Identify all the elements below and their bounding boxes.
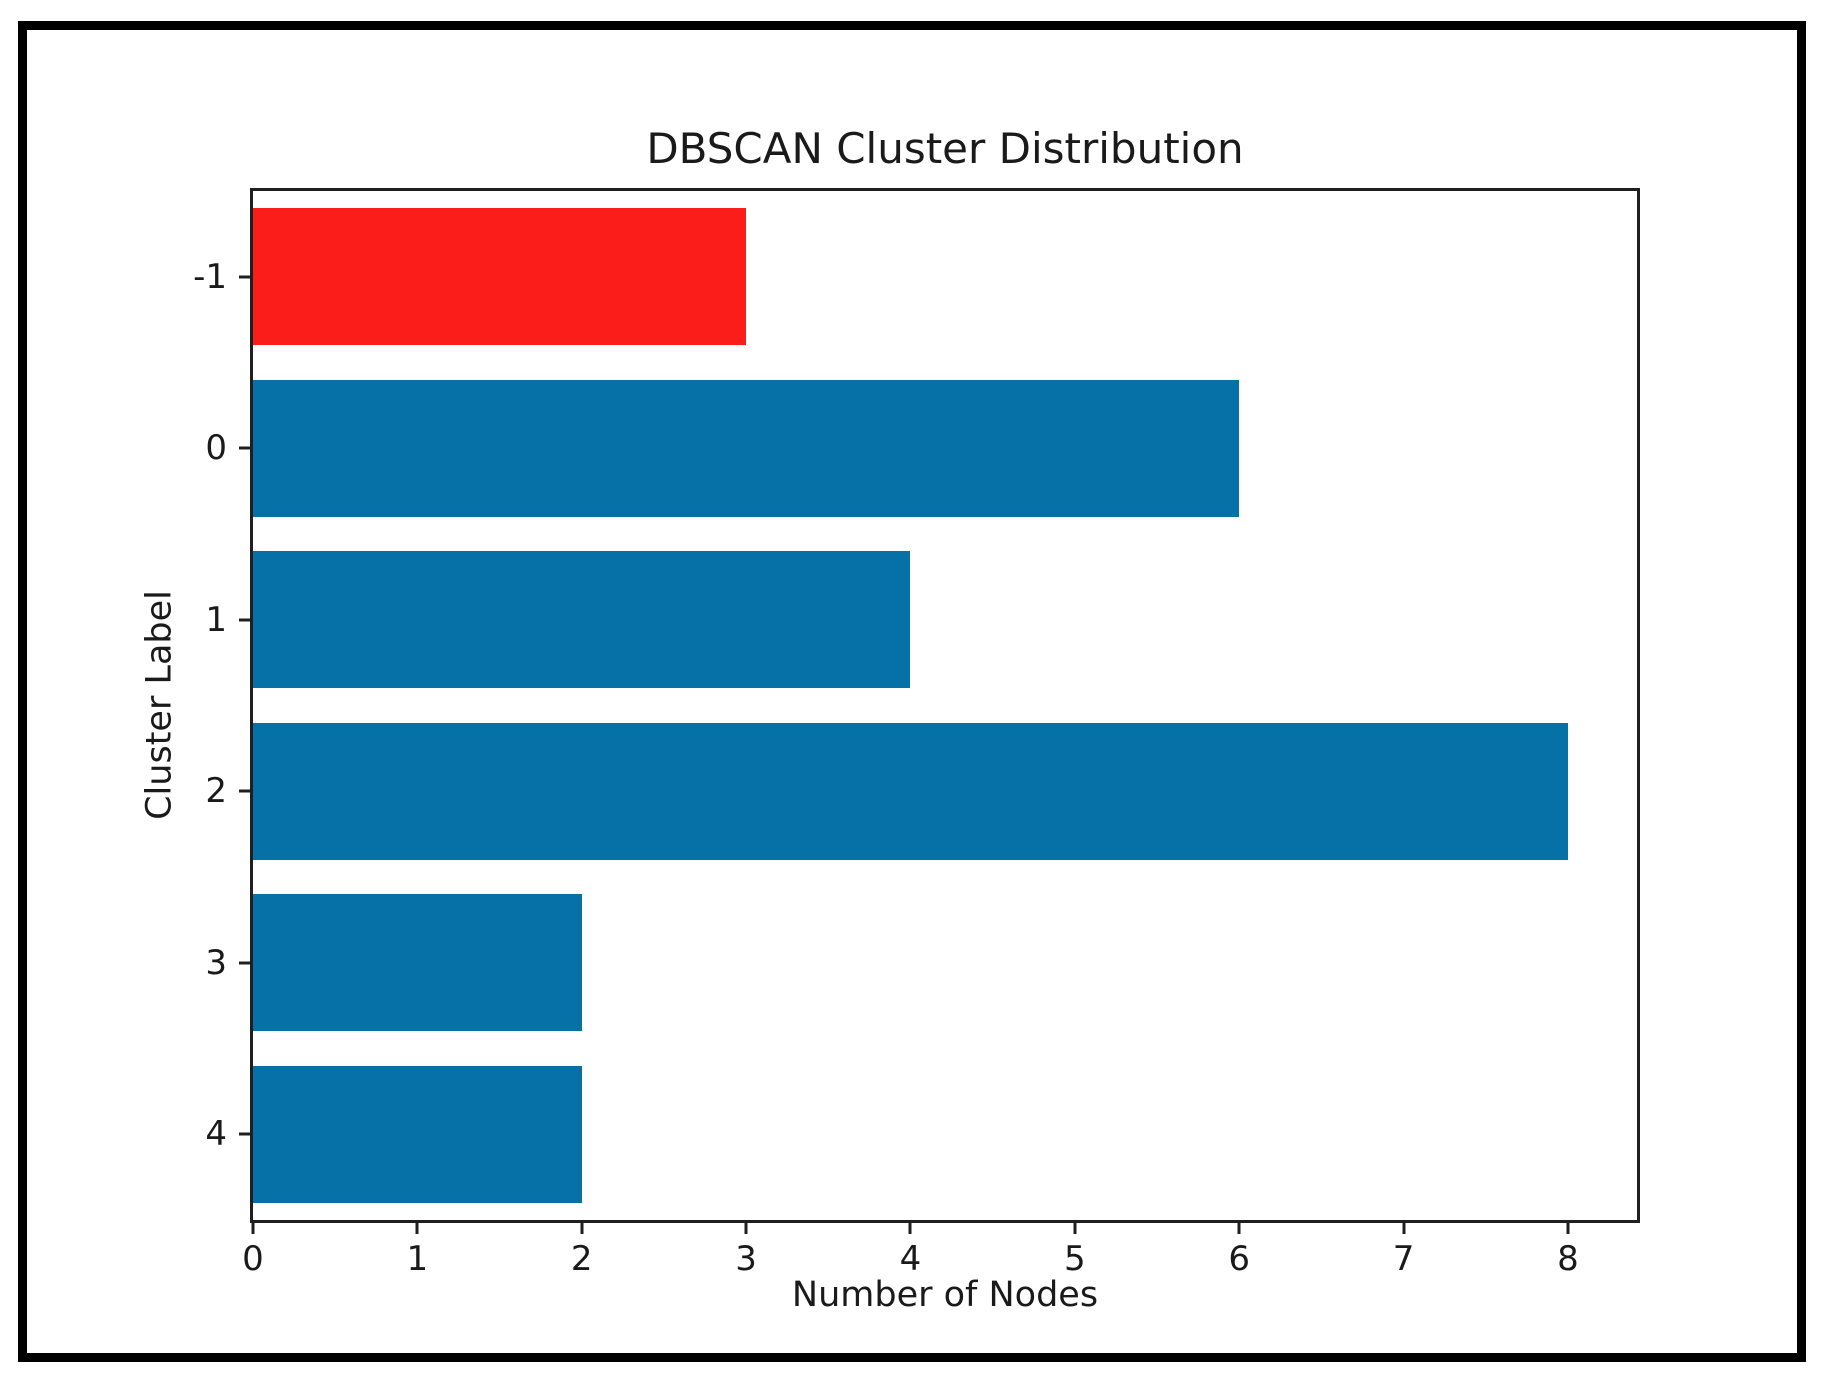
x-tick-label-4: 4 xyxy=(899,1239,922,1279)
bar-cluster-3 xyxy=(253,894,582,1032)
x-tick-label-7: 7 xyxy=(1392,1239,1415,1279)
plot-area: -1 0 1 2 3 4 0 1 2 3 4 5 6 7 8 xyxy=(193,188,1640,1276)
x-tick-mark-6 xyxy=(1237,1220,1241,1234)
y-tick-mark-0 xyxy=(239,446,253,450)
y-tick-mark-1 xyxy=(239,618,253,622)
y-tick-label-3: 3 xyxy=(205,942,227,983)
y-tick-label-1: 1 xyxy=(205,599,227,640)
x-tick-mark-8 xyxy=(1566,1220,1570,1234)
bar-cluster-2 xyxy=(253,722,1568,860)
x-tick-label-3: 3 xyxy=(735,1239,757,1279)
x-tick-label-1: 1 xyxy=(406,1239,429,1279)
chart-title: DBSCAN Cluster Distribution xyxy=(646,124,1244,173)
x-tick-label-2: 2 xyxy=(570,1239,593,1279)
x-tick-label-6: 6 xyxy=(1228,1239,1251,1279)
bar-cluster-neg1 xyxy=(253,208,747,346)
y-tick-label-4: 4 xyxy=(205,1114,227,1155)
y-tick-mark-3 xyxy=(239,961,253,965)
y-tick-mark-4 xyxy=(239,1132,253,1136)
x-tick-label-8: 8 xyxy=(1557,1239,1579,1279)
bar-cluster-4 xyxy=(253,1065,582,1203)
x-tick-label-5: 5 xyxy=(1064,1239,1086,1279)
x-tick-mark-0 xyxy=(251,1220,255,1234)
x-tick-mark-4 xyxy=(908,1220,912,1234)
x-tick-label-0: 0 xyxy=(242,1239,264,1279)
y-axis-label: Cluster Label xyxy=(139,590,180,820)
y-tick-mark-neg1 xyxy=(239,275,253,279)
x-tick-mark-3 xyxy=(744,1220,748,1234)
x-tick-mark-2 xyxy=(580,1220,584,1234)
x-tick-mark-5 xyxy=(1073,1220,1077,1234)
bar-cluster-0 xyxy=(253,379,1240,517)
x-tick-mark-7 xyxy=(1402,1220,1406,1234)
y-tick-label-2: 2 xyxy=(205,771,227,812)
y-tick-label-0: 0 xyxy=(205,428,227,469)
bar-cluster-1 xyxy=(253,551,911,689)
x-tick-mark-1 xyxy=(415,1220,419,1234)
y-tick-label-neg1: -1 xyxy=(193,256,227,297)
x-axis-label: Number of Nodes xyxy=(791,1275,1099,1315)
y-tick-mark-2 xyxy=(239,789,253,793)
